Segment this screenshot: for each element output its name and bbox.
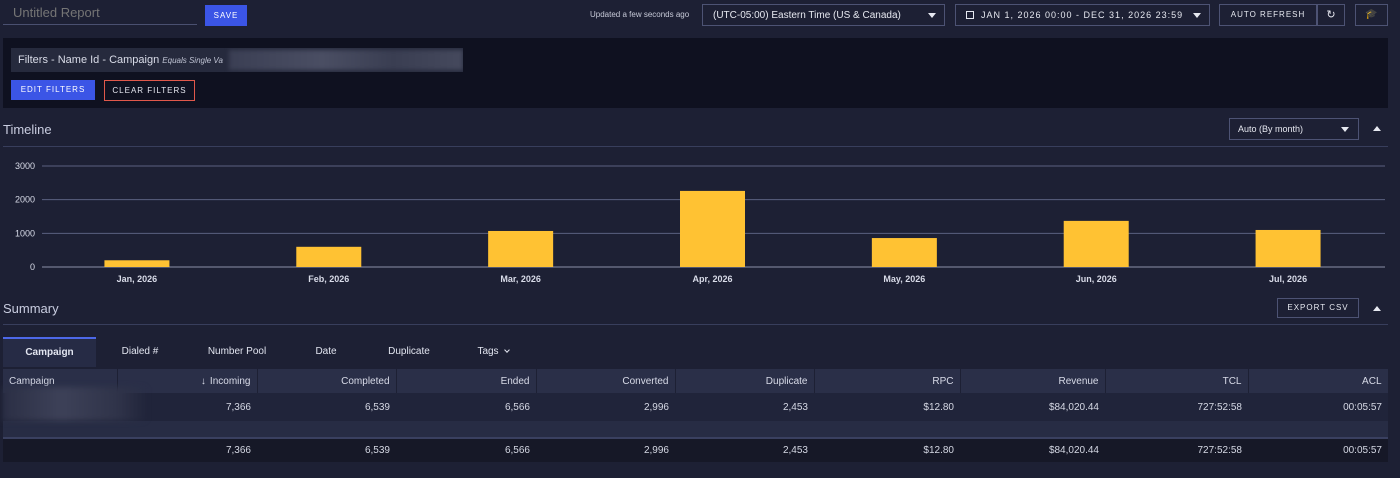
graduation-cap-icon: 🎓 (1365, 9, 1378, 20)
tab-tags[interactable]: Tags (468, 337, 518, 367)
table-cell: 6,566 (396, 393, 536, 421)
table-cell: 7,366 (117, 437, 257, 462)
timeline-granularity-select[interactable]: Auto (By month) (1229, 118, 1359, 140)
col-header-completed[interactable]: Completed (257, 369, 397, 393)
redacted-value (229, 50, 463, 70)
table-cell: 727:52:58 (1105, 437, 1248, 462)
table-cell: 2,996 (536, 437, 675, 462)
x-tick-label: May, 2026 (883, 274, 925, 284)
table-cell: 6,566 (396, 437, 536, 462)
caret-down-icon (1341, 127, 1349, 132)
y-tick-label: 2000 (15, 195, 35, 205)
table-cell: 727:52:58 (1105, 393, 1248, 421)
report-title-input[interactable] (3, 1, 197, 25)
date-range-value: JAN 1, 2026 00:00 - DEC 31, 2026 23:59 (981, 10, 1184, 20)
timezone-select[interactable]: (UTC-05:00) Eastern Time (US & Canada) (702, 4, 945, 26)
calendar-icon (966, 11, 974, 19)
col-header-acl[interactable]: ACL (1248, 369, 1389, 393)
x-tick-label: Jul, 2026 (1269, 274, 1307, 284)
report-header: SAVE Updated a few seconds ago (UTC-05:0… (0, 0, 1400, 34)
summary-title: Summary (3, 301, 59, 316)
edit-filters-button[interactable]: EDIT FILTERS (11, 80, 95, 100)
tab-tags-label: Tags (477, 346, 499, 357)
table-cell: $84,020.44 (960, 437, 1105, 462)
table-cell: $84,020.44 (960, 393, 1105, 421)
filter-chip-operator: Equals Single Va (162, 56, 223, 65)
y-tick-label: 1000 (15, 228, 35, 238)
divider (3, 146, 1388, 147)
table-header-row: Campaign ↓ Incoming Completed Ended Conve… (3, 369, 1389, 393)
clear-filters-button[interactable]: CLEAR FILTERS (104, 80, 195, 101)
chart-bar[interactable] (104, 260, 170, 267)
col-header-incoming-label: Incoming (209, 375, 251, 387)
updated-status: Updated a few seconds ago (590, 10, 690, 19)
auto-refresh-button[interactable]: AUTO REFRESH (1219, 4, 1317, 26)
redacted-campaign-name (3, 387, 148, 421)
y-tick-label: 0 (30, 262, 35, 272)
chart-bar[interactable] (296, 246, 362, 267)
table-cell: 2,453 (675, 437, 814, 462)
table-row[interactable]: 7,366 6,539 6,566 2,996 2,453 $12.80 $84… (3, 387, 1388, 421)
chart-bar[interactable] (488, 230, 554, 267)
col-header-duplicate[interactable]: Duplicate (675, 369, 815, 393)
timeline-chart: 0 1000 2000 3000 Jan, 2026 Feb, 2026 Mar, 2026… (15, 161, 1385, 284)
collapse-timeline-icon[interactable] (1373, 126, 1381, 131)
col-header-ended[interactable]: Ended (396, 369, 537, 393)
table-cell: 00:05:57 (1248, 437, 1388, 462)
chart-bar[interactable] (1063, 220, 1129, 267)
tutorial-button[interactable]: 🎓 (1355, 4, 1388, 26)
table-cell: 6,539 (257, 393, 396, 421)
x-tick-label: Feb, 2026 (308, 274, 349, 284)
sort-desc-icon: ↓ (200, 375, 206, 387)
filter-chip[interactable]: Filters - Name Id - Campaign Equals Sing… (11, 48, 463, 72)
campaign-cell (3, 387, 148, 421)
x-tick-label: Mar, 2026 (500, 274, 541, 284)
tab-number-pool[interactable]: Number Pool (207, 346, 267, 357)
export-csv-button[interactable]: EXPORT CSV (1277, 298, 1359, 318)
divider (3, 324, 1388, 325)
x-tick-label: Apr, 2026 (692, 274, 732, 284)
y-tick-label: 3000 (15, 161, 35, 171)
table-totals-row: 7,366 6,539 6,566 2,996 2,453 $12.80 $84… (3, 437, 1388, 462)
col-header-rpc[interactable]: RPC (814, 369, 961, 393)
col-header-converted[interactable]: Converted (536, 369, 676, 393)
caret-down-icon (928, 13, 936, 18)
date-range-picker[interactable]: JAN 1, 2026 00:00 - DEC 31, 2026 23:59 (955, 4, 1210, 26)
col-header-tcl[interactable]: TCL (1105, 369, 1249, 393)
table-cell: 00:05:57 (1248, 393, 1388, 421)
table-cell (3, 437, 117, 462)
chevron-down-icon (503, 347, 510, 353)
table-spacer-row (3, 421, 1388, 438)
refresh-button[interactable]: ↻ (1317, 4, 1345, 26)
granularity-value: Auto (By month) (1238, 124, 1304, 134)
save-button[interactable]: SAVE (205, 5, 247, 26)
tab-date[interactable]: Date (315, 346, 337, 357)
filters-panel: Filters - Name Id - Campaign Equals Sing… (3, 38, 1388, 108)
col-header-revenue[interactable]: Revenue (960, 369, 1106, 393)
table-cell: 2,996 (536, 393, 675, 421)
chart-bar[interactable] (1255, 229, 1321, 267)
caret-down-icon (1193, 13, 1201, 18)
x-tick-label: Jun, 2026 (1076, 274, 1117, 284)
refresh-icon: ↻ (1326, 9, 1336, 21)
timeline-title: Timeline (3, 122, 52, 137)
chart-bar[interactable] (871, 238, 937, 267)
table-cell: 6,539 (257, 437, 396, 462)
summary-table: Campaign ↓ Incoming Completed Ended Conve… (3, 369, 1389, 462)
chart-bar[interactable] (680, 190, 745, 267)
table-cell: $12.80 (814, 437, 960, 462)
x-tick-label: Jan, 2026 (117, 274, 158, 284)
tab-duplicate[interactable]: Duplicate (388, 346, 430, 357)
filter-chip-label: Filters - Name Id - Campaign (18, 54, 160, 66)
tab-campaign[interactable]: Campaign (3, 337, 96, 367)
timezone-value: (UTC-05:00) Eastern Time (US & Canada) (713, 10, 901, 21)
table-cell: 2,453 (675, 393, 814, 421)
table-cell: $12.80 (814, 393, 960, 421)
tab-dialed[interactable]: Dialed # (121, 346, 159, 357)
collapse-summary-icon[interactable] (1373, 306, 1381, 311)
